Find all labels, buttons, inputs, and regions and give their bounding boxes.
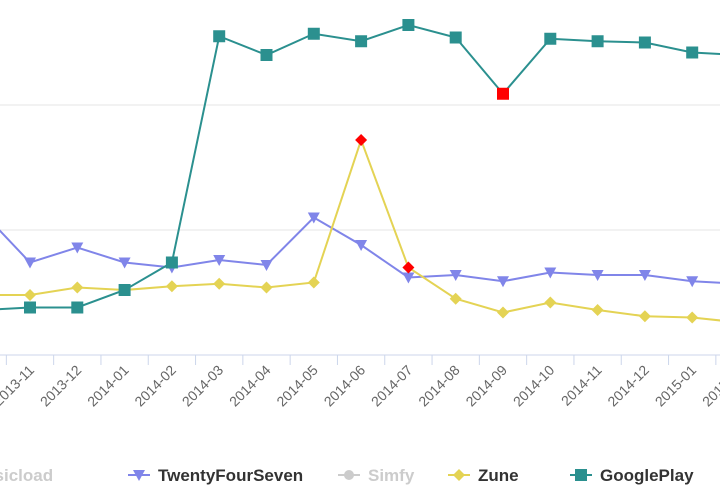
data-point — [497, 87, 509, 100]
data-point — [591, 270, 604, 281]
data-point — [355, 240, 368, 251]
series-line — [0, 23, 720, 311]
data-point — [402, 19, 415, 31]
x-tick-label: 2013-11 — [0, 362, 37, 409]
data-point — [686, 276, 699, 288]
data-point — [260, 260, 273, 271]
legend-label: TwentyFourSeven — [158, 466, 303, 485]
data-point — [118, 284, 131, 296]
data-point — [355, 134, 368, 146]
data-point — [638, 310, 651, 323]
data-point — [165, 256, 178, 269]
data-point — [591, 304, 604, 316]
x-tick-label: 2014-08 — [415, 362, 463, 410]
data-point — [24, 257, 36, 269]
data-point — [307, 27, 320, 40]
data-point — [449, 31, 462, 44]
x-tick-label: 2014-10 — [510, 362, 558, 410]
data-point — [402, 261, 415, 274]
x-tick-label: 2015-01 — [652, 362, 700, 410]
legend-item[interactable]: TwentyFourSeven — [128, 466, 303, 485]
data-point — [544, 267, 557, 279]
data-point — [213, 277, 226, 290]
data-point — [213, 30, 226, 43]
data-point — [686, 46, 699, 59]
x-tick-label: 2014-05 — [273, 362, 321, 410]
legend-label: GooglePlay — [600, 466, 694, 485]
legend-symbol — [344, 470, 354, 480]
data-point — [24, 301, 36, 314]
data-point — [118, 257, 131, 269]
data-point — [638, 270, 651, 281]
legend-item[interactable]: GooglePlay — [570, 466, 694, 485]
legend-symbol — [453, 469, 465, 481]
legend-item[interactable]: Simfy — [338, 466, 415, 485]
data-point — [449, 270, 462, 281]
data-point — [71, 301, 84, 314]
x-tick-label: 2015-02 — [699, 362, 720, 410]
x-tick-label: 2014-11 — [558, 362, 605, 409]
data-point — [638, 36, 651, 49]
data-point — [213, 255, 226, 266]
data-point — [497, 276, 509, 288]
legend-label: Musicload — [0, 466, 53, 485]
legend-symbol — [575, 469, 587, 481]
data-point — [686, 311, 699, 324]
x-tick-label: 2014-09 — [462, 362, 510, 410]
data-point — [71, 242, 84, 254]
x-tick-label: 2014-01 — [84, 362, 132, 410]
data-point — [165, 280, 178, 293]
x-tick-label: 2014-07 — [368, 362, 416, 410]
x-tick-label: 2014-06 — [321, 362, 369, 410]
x-tick-label: 2014-03 — [179, 362, 227, 410]
data-point — [24, 289, 36, 301]
data-point — [307, 212, 320, 224]
data-point — [449, 292, 462, 305]
data-point — [260, 49, 273, 61]
legend-symbol — [133, 470, 145, 481]
data-point — [544, 32, 557, 45]
legend-label: Zune — [478, 466, 519, 485]
data-point — [591, 35, 604, 48]
data-point — [71, 281, 84, 294]
data-point — [355, 35, 368, 48]
x-tick-label: 2014-02 — [131, 362, 179, 410]
x-tick-label: 2014-12 — [604, 362, 652, 410]
data-point — [402, 272, 415, 284]
x-tick-label: 2014-04 — [226, 362, 274, 410]
legend-item[interactable]: Musicload — [0, 466, 53, 485]
legend-item[interactable]: Zune — [448, 466, 519, 485]
x-tick-label: 2013-12 — [37, 362, 85, 410]
legend-label: Simfy — [368, 466, 415, 485]
data-point — [544, 296, 557, 309]
data-point — [260, 281, 273, 294]
data-point — [307, 276, 320, 289]
data-point — [497, 306, 509, 319]
